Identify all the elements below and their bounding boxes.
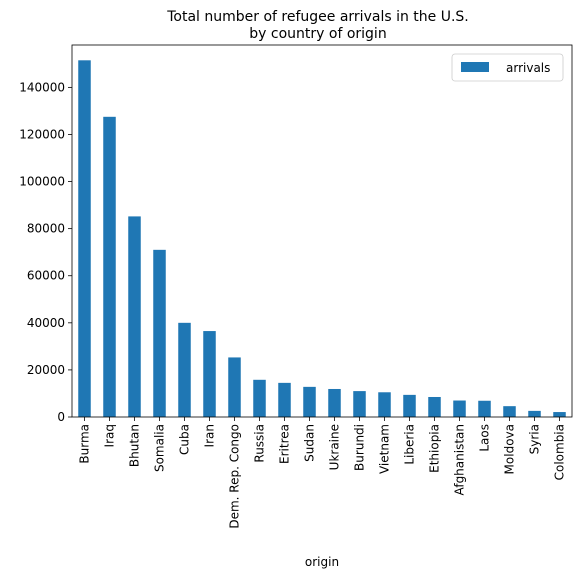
x-tick-label: Cuba <box>178 424 192 455</box>
bar-laos <box>478 400 491 417</box>
legend-box <box>451 53 564 82</box>
x-tick-label: Vietnam <box>378 424 392 474</box>
bar-somalia <box>153 249 166 417</box>
y-tick-label: 80000 <box>27 222 65 236</box>
bar-vietnam <box>378 392 391 417</box>
x-tick-label: Iran <box>203 424 217 447</box>
y-tick-label: 140000 <box>19 80 65 94</box>
x-tick-label: Syria <box>528 424 542 454</box>
x-tick-label: Ukraine <box>328 424 342 470</box>
x-tick-label: Ethiopia <box>428 424 442 473</box>
x-tick-label: Moldova <box>503 424 517 474</box>
legend-entry-arrivals: arrivals <box>506 61 550 75</box>
bar-eritrea <box>278 382 291 417</box>
bar-cuba <box>178 322 191 417</box>
chart-title-line-1: Total number of refugee arrivals in the … <box>166 9 469 25</box>
x-axis-label: origin <box>305 555 339 569</box>
x-tick-label: Laos <box>478 424 492 452</box>
y-tick-label: 120000 <box>19 127 65 141</box>
legend: arrivals <box>451 53 564 82</box>
x-tick-label: Burundi <box>353 424 367 471</box>
bar-burma <box>78 60 91 417</box>
bar-bhutan <box>128 216 141 417</box>
legend-swatch <box>461 62 489 72</box>
bar-ukraine <box>328 388 341 417</box>
x-tick-label: Iraq <box>103 424 117 447</box>
bar-liberia <box>403 394 416 417</box>
y-tick-label: 20000 <box>27 363 65 377</box>
bar-afghanistan <box>453 400 466 417</box>
bar-syria <box>528 410 541 417</box>
bar-ethiopia <box>428 396 441 417</box>
x-tick-label: Liberia <box>403 424 417 465</box>
x-tick-label: Colombia <box>553 424 567 480</box>
x-tick-label: Afghanistan <box>453 424 467 495</box>
x-tick-label: Bhutan <box>128 424 142 467</box>
x-tick-label: Russia <box>253 424 267 463</box>
x-tick-label: Somalia <box>153 424 167 472</box>
y-axis: 0 20000 40000 60000 80000 100000 120000 140000 <box>19 80 72 424</box>
y-tick-label: 0 <box>57 410 65 424</box>
x-tick-label: Eritrea <box>278 424 292 464</box>
x-axis: Burma Iraq Bhutan Somalia Cuba Iran Dem. Rep. … <box>78 417 567 529</box>
y-tick-label: 60000 <box>27 269 65 283</box>
chart-title: Total number of refugee arrivals in the … <box>166 9 469 42</box>
x-tick-label: Dem. Rep. Congo <box>228 424 242 529</box>
bar-iran <box>203 331 216 417</box>
bar-burundi <box>353 391 366 417</box>
bar-russia <box>253 379 266 417</box>
plot-frame <box>71 44 573 418</box>
bar-colombia <box>553 412 566 417</box>
y-tick-label: 40000 <box>27 316 65 330</box>
bar-moldova <box>503 406 516 417</box>
x-tick-label: Burma <box>78 424 92 464</box>
bar-iraq <box>103 116 116 418</box>
x-tick-label: Sudan <box>303 424 317 462</box>
chart-title-line-2: by country of origin <box>249 26 386 42</box>
bars-group <box>78 60 566 418</box>
bar-sudan <box>303 386 316 417</box>
y-tick-label: 100000 <box>19 175 65 189</box>
bar-dem-rep-congo <box>228 357 241 417</box>
